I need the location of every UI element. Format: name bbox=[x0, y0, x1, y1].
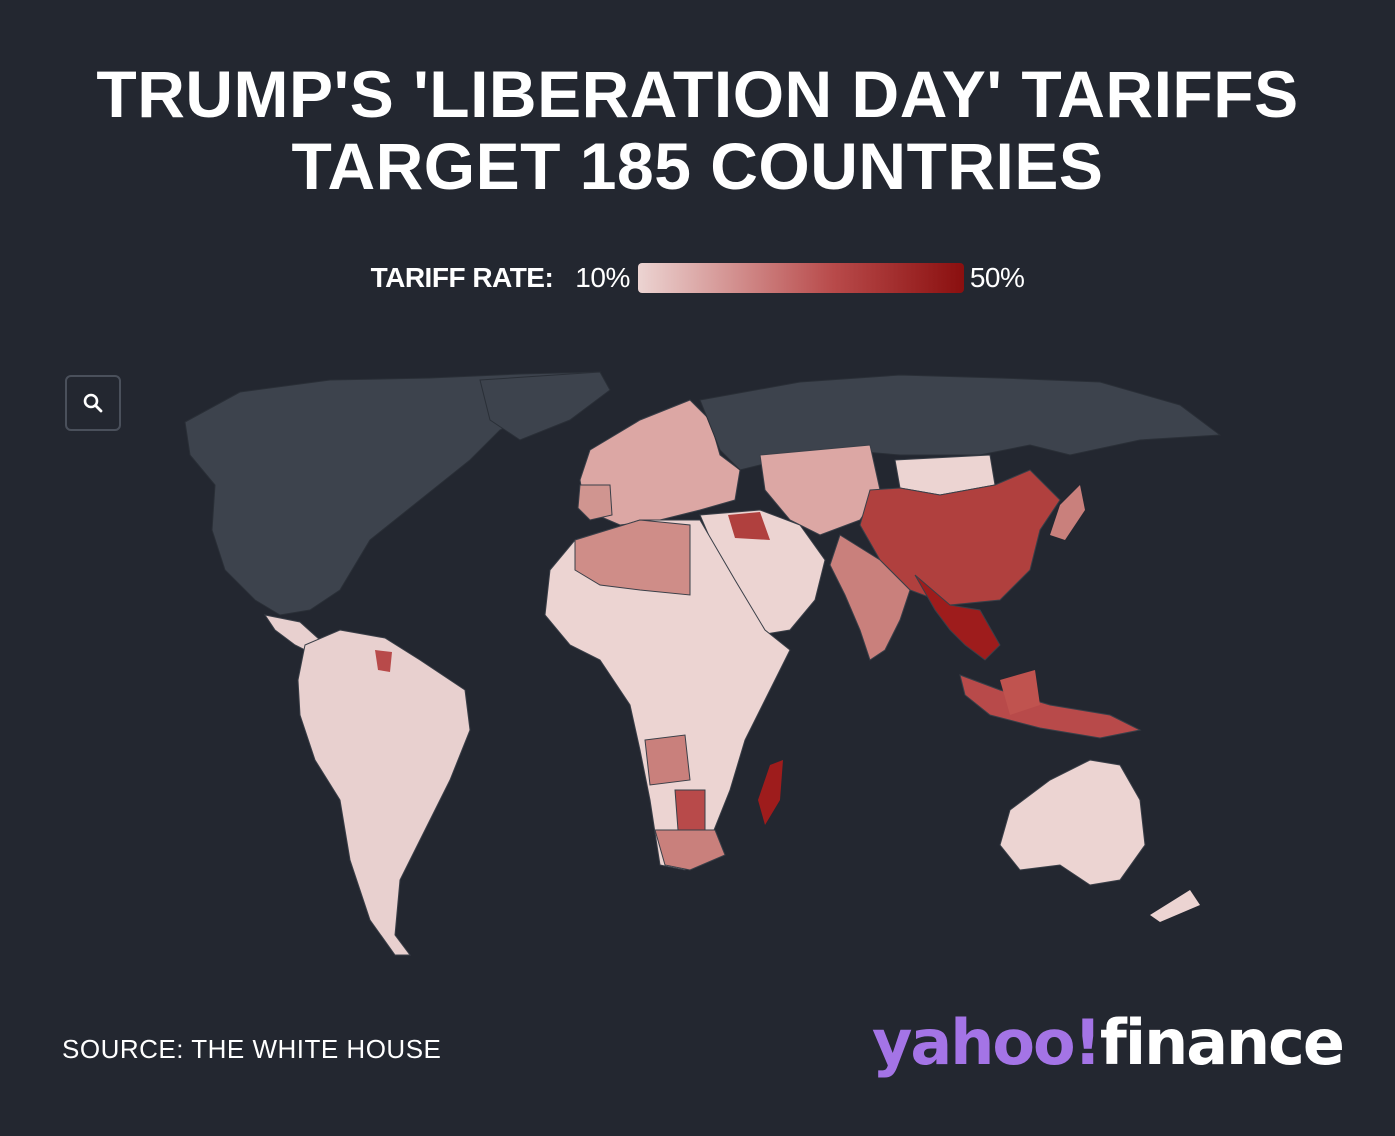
map-indonesia[interactable] bbox=[959, 674, 1142, 739]
map-greenland[interactable] bbox=[479, 371, 611, 441]
map-india[interactable] bbox=[829, 534, 911, 661]
map-syria[interactable] bbox=[728, 512, 770, 540]
map-new-zealand[interactable] bbox=[1150, 890, 1200, 922]
title-line-1: TRUMP'S 'LIBERATION DAY' TARIFFS bbox=[96, 57, 1299, 131]
legend-label: TARIFF RATE: bbox=[370, 262, 554, 293]
map-southeast-asia[interactable] bbox=[914, 574, 1001, 661]
source-note: SOURCE: THE WHITE HOUSE bbox=[62, 1034, 442, 1064]
map-madagascar[interactable] bbox=[758, 760, 783, 825]
map-angola-zambia[interactable] bbox=[644, 734, 691, 786]
map-north-america[interactable] bbox=[184, 371, 602, 616]
search-icon bbox=[83, 393, 103, 413]
legend-min: 10% bbox=[575, 262, 630, 293]
map-iberia[interactable] bbox=[577, 484, 613, 521]
map-borneo[interactable] bbox=[1000, 670, 1040, 715]
map-australia[interactable] bbox=[999, 759, 1146, 886]
map-north-africa[interactable] bbox=[574, 519, 691, 596]
yahoo-finance-logo: yahoo!finance bbox=[871, 1006, 1345, 1079]
map-central-asia[interactable] bbox=[759, 444, 881, 536]
tariff-legend: TARIFF RATE: 10% 50% bbox=[0, 262, 1395, 294]
logo-finance: finance bbox=[1099, 1006, 1345, 1079]
map-south-africa[interactable] bbox=[654, 829, 726, 871]
logo-yahoo: yahoo! bbox=[871, 1006, 1102, 1079]
legend-gradient-bar bbox=[637, 263, 964, 293]
title-line-2: TARGET 185 COUNTRIES bbox=[291, 129, 1104, 203]
map-south-america[interactable] bbox=[297, 629, 471, 956]
map-japan[interactable] bbox=[1050, 485, 1085, 540]
chart-title: TRUMP'S 'LIBERATION DAY' TARIFFS TARGET … bbox=[0, 58, 1395, 202]
search-button[interactable] bbox=[65, 375, 121, 431]
map-botswana[interactable] bbox=[674, 789, 706, 831]
world-map bbox=[184, 371, 1222, 956]
map-guyana[interactable] bbox=[375, 650, 392, 672]
legend-max: 50% bbox=[969, 262, 1025, 293]
